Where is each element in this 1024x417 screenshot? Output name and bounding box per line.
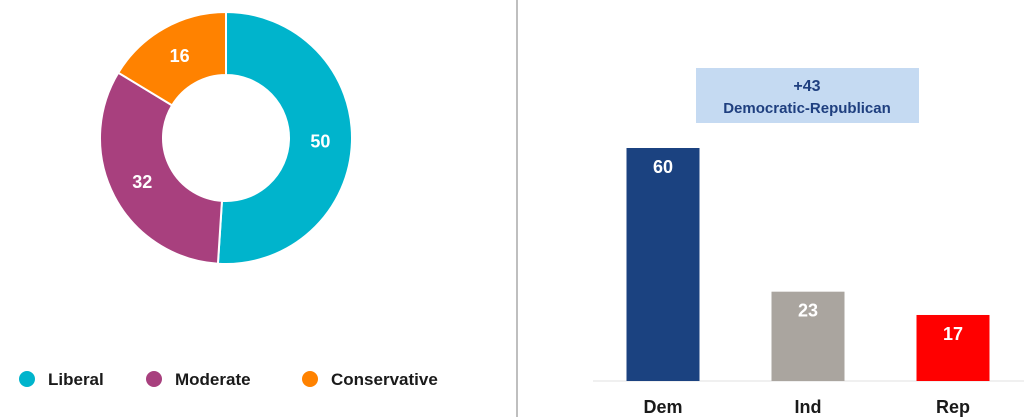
legend-label-moderate: Moderate bbox=[175, 370, 251, 389]
legend-label-liberal: Liberal bbox=[48, 370, 104, 389]
donut-value-label-moderate: 32 bbox=[132, 172, 152, 192]
legend-item-moderate: Moderate bbox=[146, 370, 251, 389]
legend-label-conservative: Conservative bbox=[331, 370, 438, 389]
x-tick-label-ind: Ind bbox=[795, 397, 822, 417]
x-tick-label-dem: Dem bbox=[643, 397, 682, 417]
legend-marker-moderate bbox=[146, 371, 162, 387]
bar-dem bbox=[626, 148, 700, 381]
legend-item-liberal: Liberal bbox=[19, 370, 104, 389]
gap-annotation-value: +43 bbox=[793, 78, 820, 95]
donut-value-label-liberal: 50 bbox=[310, 132, 330, 152]
bar-value-label-dem: 60 bbox=[653, 157, 673, 177]
gap-annotation-label: Democratic-Republican bbox=[723, 100, 891, 117]
donut-value-label-conservative: 16 bbox=[170, 46, 190, 66]
donut-slice-liberal bbox=[216, 10, 353, 265]
bar-value-label-ind: 23 bbox=[798, 301, 818, 321]
legend-item-conservative: Conservative bbox=[302, 370, 438, 389]
legend-marker-conservative bbox=[302, 371, 318, 387]
donut-slice-conservative bbox=[116, 10, 227, 107]
gap-annotation-box bbox=[696, 68, 919, 123]
bar-ind bbox=[771, 291, 845, 381]
bar-chart: 60 Dem 23 Ind 17 Rep +43 Democratic-Republican bbox=[593, 68, 1024, 417]
donut-legend: Liberal Moderate Conservative bbox=[19, 370, 438, 389]
gap-annotation: +43 Democratic-Republican bbox=[696, 68, 919, 123]
donut-slice-moderate bbox=[99, 71, 224, 265]
bar-value-label-rep: 17 bbox=[943, 324, 963, 344]
donut-chart: 50 32 16 bbox=[99, 10, 353, 265]
x-tick-label-rep: Rep bbox=[936, 397, 970, 417]
bar-rep bbox=[916, 314, 990, 381]
legend-marker-liberal bbox=[19, 371, 35, 387]
